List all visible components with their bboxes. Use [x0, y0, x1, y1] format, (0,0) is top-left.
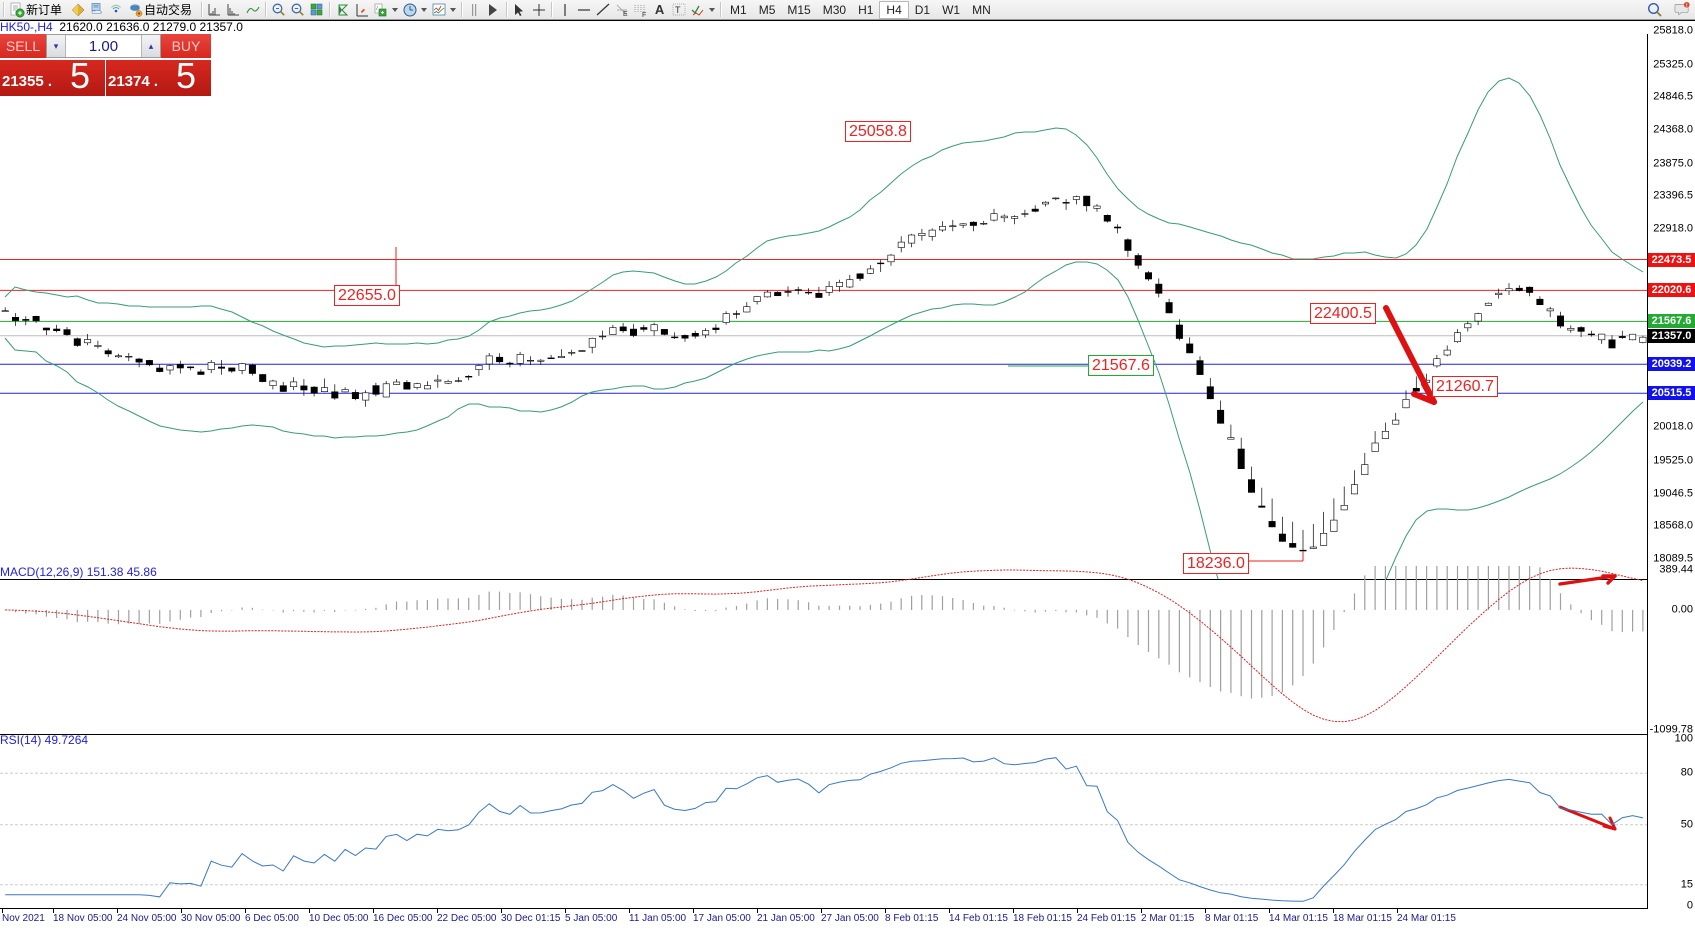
svg-text:E: E [623, 11, 628, 18]
svg-text:F: F [642, 12, 646, 18]
svg-text:T: T [675, 5, 681, 15]
